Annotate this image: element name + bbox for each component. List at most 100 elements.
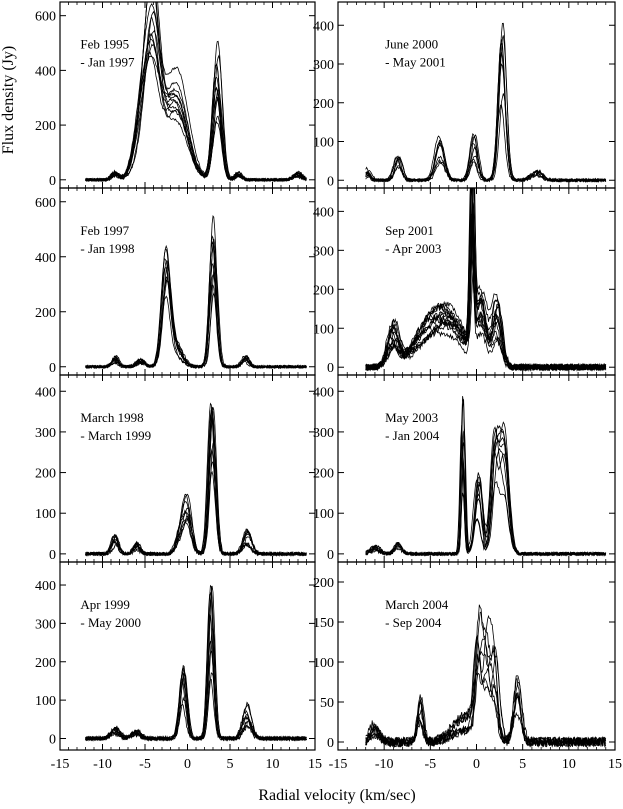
y-tick-label: 0: [327, 174, 334, 189]
panel-date-label: - March 1999: [80, 428, 151, 443]
y-tick-label: 400: [35, 251, 56, 266]
y-tick-label: 200: [35, 119, 56, 134]
y-axis-label: Flux density (Jy): [0, 46, 17, 154]
x-tick-label: 0: [184, 757, 191, 772]
panel-date-label: March 2004: [385, 597, 449, 612]
spectrum-line: [85, 257, 307, 370]
y-tick-label: 200: [35, 656, 56, 671]
spectrum-line: [85, 448, 307, 557]
panel-date-label: Sep 2001: [385, 223, 434, 238]
y-tick-label: 0: [327, 361, 334, 376]
panel-frame: [59, 187, 316, 376]
panel-date-label: - Jan 2004: [385, 428, 440, 443]
y-tick-label: 300: [313, 58, 334, 73]
spectrum-line: [85, 3, 307, 183]
y-tick-label: 150: [313, 616, 334, 631]
panel-5: 0 100 200 300 400 March 1998 - March 1999: [35, 374, 316, 563]
x-tick-label: -15: [329, 757, 348, 772]
spectrum-line: [85, 274, 307, 370]
spectrum-line: [85, 2, 307, 182]
x-tick-label: -15: [51, 757, 70, 772]
spectrum-line: [85, 613, 307, 742]
spectra-group: [85, 584, 307, 742]
panel-frame: [337, 374, 616, 563]
y-tick-label: 300: [313, 426, 334, 441]
spectrum-line: [365, 188, 607, 372]
y-tick-label: 400: [313, 19, 334, 34]
panel-7: -15 -10 -5 0 5 10 15 0 100 200 300 400 Apr 1999 - Ma…: [35, 561, 322, 772]
panel-date-label: March 1998: [80, 410, 143, 425]
spectrum-line: [85, 627, 307, 742]
panel-1: 0 200 400 600 Feb 1995 - Jan 1997: [35, 1, 316, 189]
panel-date-label: Feb 1995: [80, 37, 129, 52]
y-tick-label: 600: [35, 196, 56, 211]
spectrum-line: [365, 645, 606, 748]
x-tick-label: 0: [473, 757, 480, 772]
spectrum-line: [365, 636, 607, 748]
spectra-group: [365, 188, 607, 372]
y-tick-label: 400: [35, 579, 56, 594]
spectra-group: [365, 604, 607, 748]
y-tick-label: 0: [49, 732, 56, 747]
x-tick-label: 15: [308, 757, 322, 772]
panel-date-label: - Sep 2004: [385, 615, 442, 630]
panel-3: 0 200 400 600 Feb 1997 - Jan 1998: [35, 187, 316, 376]
spectrum-line: [85, 640, 307, 742]
panel-frame: [59, 374, 316, 563]
spectrum-line: [85, 238, 307, 369]
y-tick-label: 100: [35, 694, 56, 709]
spectrum-line: [365, 604, 606, 748]
y-tick-label: 200: [35, 467, 56, 482]
y-tick-label: 200: [313, 576, 334, 591]
x-axis-label: Radial velocity (km/sec): [258, 787, 415, 804]
spectrum-line: [85, 650, 307, 742]
y-tick-label: 300: [35, 617, 56, 632]
panel-frame: [59, 1, 316, 189]
x-tick-label: -5: [424, 757, 436, 772]
y-tick-label: 200: [35, 306, 56, 321]
y-tick-label: 300: [313, 244, 334, 259]
spectra-group: [85, 215, 307, 370]
panel-4: 0 100 200 300 400 Sep 2001 - Apr 2003: [313, 187, 616, 376]
spectra-group: [365, 22, 607, 183]
spectrum-line: [85, 249, 307, 370]
x-tick-label: 15: [608, 757, 622, 772]
y-tick-label: 400: [313, 385, 334, 400]
y-tick-label: 0: [49, 174, 56, 189]
y-tick-label: 0: [49, 548, 56, 563]
spectrum-line: [365, 636, 606, 748]
panel-6: 0 100 200 300 400 May 2003 - Jan 2004: [313, 374, 616, 563]
y-tick-label: 50: [320, 696, 334, 711]
spectra-group: [85, 402, 307, 557]
y-tick-label: 400: [35, 64, 56, 79]
panel-2: 0 100 200 300 400 June 2000 - May 2001: [313, 1, 616, 189]
spectrum-line: [365, 188, 607, 372]
panel-frame: [337, 561, 616, 751]
panel-date-label: - Jan 1997: [80, 55, 135, 70]
spectrum-line: [85, 267, 307, 370]
x-tick-label: -10: [93, 757, 112, 772]
y-tick-label: 200: [313, 97, 334, 112]
y-tick-label: 0: [49, 361, 56, 376]
y-tick-label: 600: [35, 10, 56, 25]
x-tick-label: -5: [139, 757, 151, 772]
y-tick-label: 0: [327, 548, 334, 563]
y-tick-label: 200: [313, 467, 334, 482]
spectrum-line: [85, 402, 307, 557]
spectrum-line: [365, 449, 607, 557]
y-tick-label: 0: [327, 736, 334, 751]
panel-date-label: Apr 1999: [80, 597, 129, 612]
y-tick-label: 400: [313, 205, 334, 220]
spectrum-line: [85, 215, 307, 369]
spectra-group: [365, 396, 607, 557]
panel-date-label: June 2000: [385, 37, 438, 52]
panel-date-label: - May 2001: [385, 55, 446, 70]
y-tick-label: 400: [35, 385, 56, 400]
y-tick-label: 100: [35, 507, 56, 522]
panel-date-label: - Apr 2003: [385, 241, 441, 256]
spectrum-line: [85, 411, 307, 557]
y-tick-label: 100: [313, 322, 334, 337]
panel-date-label: - May 2000: [80, 615, 141, 630]
spectrum-line: [85, 234, 307, 370]
